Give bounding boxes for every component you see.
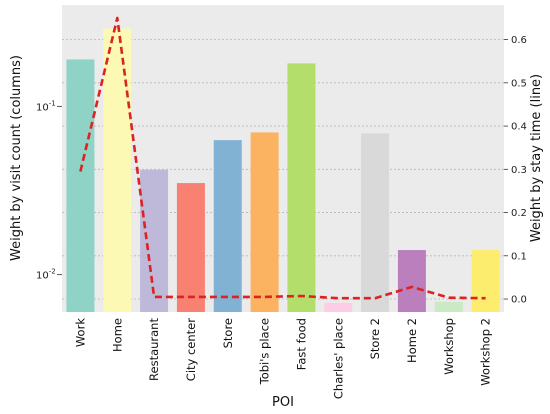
bar (287, 63, 316, 312)
y-axis-title-right: Weight by stay time (line) (529, 74, 544, 242)
category-label: Store 2 (368, 318, 382, 359)
stay-time-line (79, 16, 486, 300)
bar (361, 133, 390, 312)
right-tick-label: 0.3 (511, 165, 527, 176)
category-labels: Work Home Restaurant City center Store Tobi's… (73, 318, 492, 400)
left-tick-label: 10-2 (36, 268, 56, 282)
category-label: Store (221, 318, 235, 348)
left-axis-ticks: 10-1 10-2 (36, 99, 62, 282)
bar (103, 28, 132, 313)
category-label: City center (184, 318, 198, 381)
y-axis-title-left: Weight by visit count (columns) (9, 55, 24, 261)
category-label: Home 2 (405, 318, 419, 363)
right-tick-label: 0.6 (511, 35, 527, 46)
right-axis-ticks: 0.0 0.1 0.2 0.3 0.4 0.5 0.6 (504, 35, 527, 306)
bar (397, 250, 426, 312)
bar (324, 302, 353, 312)
bars (66, 28, 500, 313)
bar (434, 301, 463, 312)
category-label: Tobi's place (258, 318, 272, 385)
right-tick-label: 0.4 (511, 122, 527, 133)
bar (213, 140, 242, 312)
x-axis-title: POI (272, 395, 294, 410)
category-label: Fast food (294, 318, 308, 370)
bar (250, 132, 279, 312)
right-tick-label: 0.1 (511, 251, 527, 262)
right-tick-label: 0.5 (511, 78, 527, 89)
category-label: Work (73, 318, 87, 347)
grid-lines (62, 39, 504, 300)
bar (176, 183, 205, 312)
category-label: Workshop 2 (479, 318, 493, 386)
right-tick-label: 0.0 (511, 295, 527, 306)
left-tick-label: 10-1 (36, 99, 56, 113)
right-tick-label: 0.2 (511, 208, 527, 219)
stay-time-series (79, 16, 486, 300)
category-label: Charles' place (331, 318, 345, 399)
category-label: Workshop (442, 318, 456, 375)
bar (66, 59, 95, 312)
category-label: Home (110, 318, 124, 352)
category-label: Restaurant (147, 318, 161, 381)
bar (471, 250, 500, 312)
